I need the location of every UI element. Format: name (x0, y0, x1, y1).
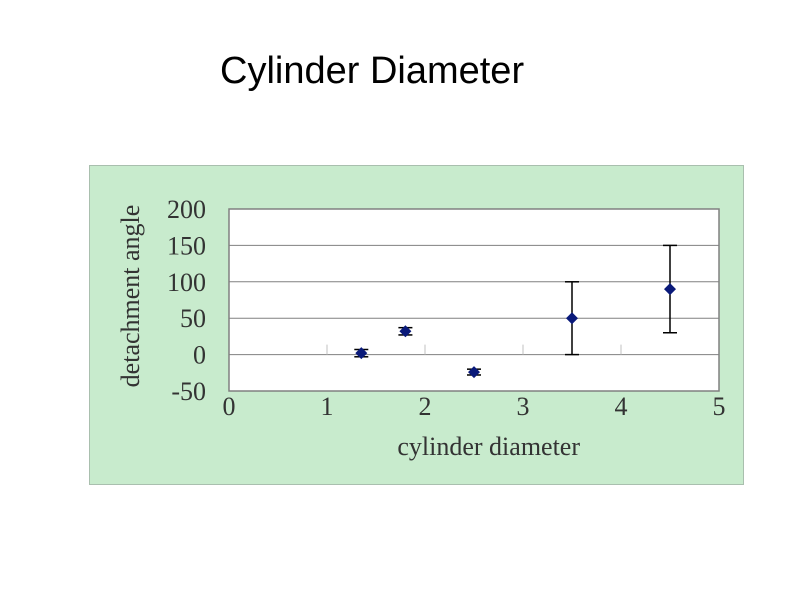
y-axis-label: detachment angle (116, 205, 145, 388)
x-axis-label: cylinder diameter (397, 432, 580, 461)
y-tick-label-4: 0 (193, 341, 206, 370)
gridlines (229, 244, 719, 356)
scatter-chart: 0 1 2 3 4 5 200 150 100 50 0 -50 cylinder diameter… (116, 195, 726, 461)
y-tick-label-1: 150 (167, 231, 206, 260)
x-tick-label-3: 3 (517, 392, 530, 421)
x-ticks: 0 1 2 3 4 5 (223, 344, 726, 421)
y-tick-label-2: 100 (167, 268, 206, 297)
slide-title: Cylinder Diameter (220, 50, 525, 92)
data-point-4 (664, 283, 676, 296)
data-point-0 (355, 347, 368, 360)
data-marks (354, 244, 677, 379)
y-ticks: 200 150 100 50 0 -50 (167, 195, 206, 406)
x-tick-label-4: 4 (615, 392, 628, 421)
data-point-2 (468, 366, 480, 379)
chart-panel: 0 1 2 3 4 5 200 150 100 50 0 -50 cylinder diameter… (89, 165, 744, 485)
y-tick-label-0: 200 (167, 195, 206, 224)
plot-area (228, 208, 720, 392)
y-tick-label-3: 50 (180, 304, 206, 333)
y-tick-label-5: -50 (171, 377, 206, 406)
x-tick-label-1: 1 (321, 392, 334, 421)
x-tick-label-2: 2 (419, 392, 432, 421)
data-point-1 (399, 325, 412, 338)
x-tick-label-5: 5 (713, 392, 726, 421)
x-tick-label-0: 0 (223, 392, 236, 421)
data-point-3 (566, 312, 578, 325)
